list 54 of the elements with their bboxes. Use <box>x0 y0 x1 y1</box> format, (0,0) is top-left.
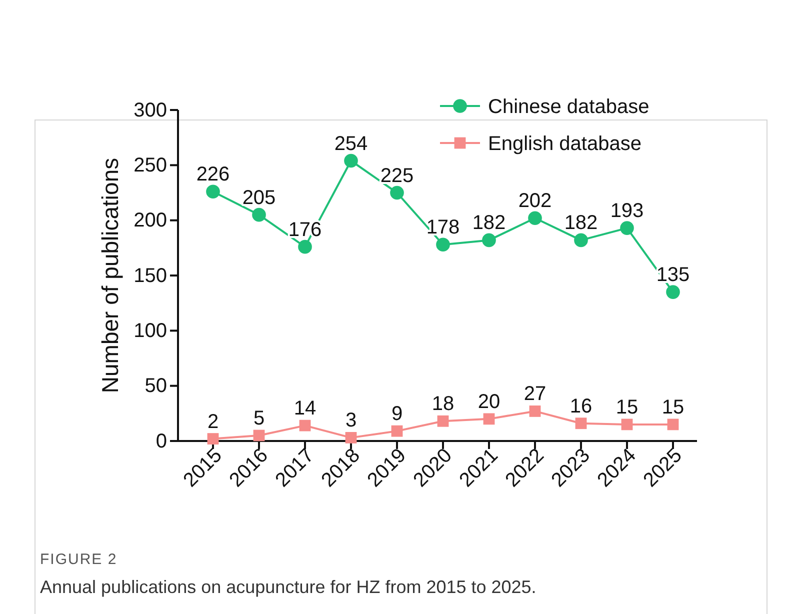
data-label: 16 <box>570 395 592 418</box>
data-label: 202 <box>518 190 552 212</box>
text: Annual publications on acupuncture for HZ from 2015 to 2025. <box>40 577 536 597</box>
point <box>298 240 312 254</box>
point <box>253 430 265 442</box>
y-tick-label: 50 <box>144 375 167 398</box>
legend-label: English database <box>488 133 642 155</box>
data-label: 18 <box>432 393 454 416</box>
data-label: 225 <box>380 164 414 187</box>
data-label: 14 <box>294 398 316 420</box>
data-label: 9 <box>391 403 403 426</box>
point <box>390 186 404 200</box>
data-label: 205 <box>242 186 276 209</box>
point <box>345 432 357 444</box>
data-label: 3 <box>345 410 357 432</box>
point <box>528 211 542 226</box>
data-label: 254 <box>334 132 368 155</box>
caption: FIGURE 2 <box>40 551 118 568</box>
point <box>529 406 541 417</box>
point <box>206 184 220 199</box>
point <box>621 418 633 430</box>
point <box>667 418 679 430</box>
data-label: 193 <box>610 200 644 222</box>
point <box>436 238 450 252</box>
point <box>391 425 403 437</box>
point <box>483 413 495 425</box>
point <box>620 221 634 235</box>
data-label: 15 <box>662 396 684 418</box>
data-label: 20 <box>478 390 500 413</box>
point <box>252 208 266 222</box>
data-label: 178 <box>426 216 460 239</box>
point <box>437 415 449 427</box>
data-label: 5 <box>253 407 265 430</box>
point <box>344 154 358 168</box>
y-tick-label: 100 <box>134 320 167 342</box>
legend-label: Chinese database <box>488 96 650 118</box>
data-label: 2 <box>207 410 219 433</box>
y-tick-label: 0 <box>156 430 167 452</box>
y-tick-label: 250 <box>134 154 167 177</box>
data-label: 182 <box>564 212 598 234</box>
y-tick-label: 300 <box>134 99 167 122</box>
data-label: 182 <box>472 212 506 234</box>
data-label: 226 <box>196 164 230 186</box>
point <box>482 233 496 248</box>
point <box>575 418 587 430</box>
data-label: 27 <box>524 383 546 406</box>
y-axis-title: Number of publications <box>97 158 123 394</box>
y-tick-label: 200 <box>134 210 167 232</box>
y-tick-label: 150 <box>134 264 167 287</box>
point <box>666 285 680 299</box>
point <box>574 233 588 248</box>
point <box>299 420 311 432</box>
data-label: 15 <box>616 396 638 418</box>
point <box>207 433 219 444</box>
